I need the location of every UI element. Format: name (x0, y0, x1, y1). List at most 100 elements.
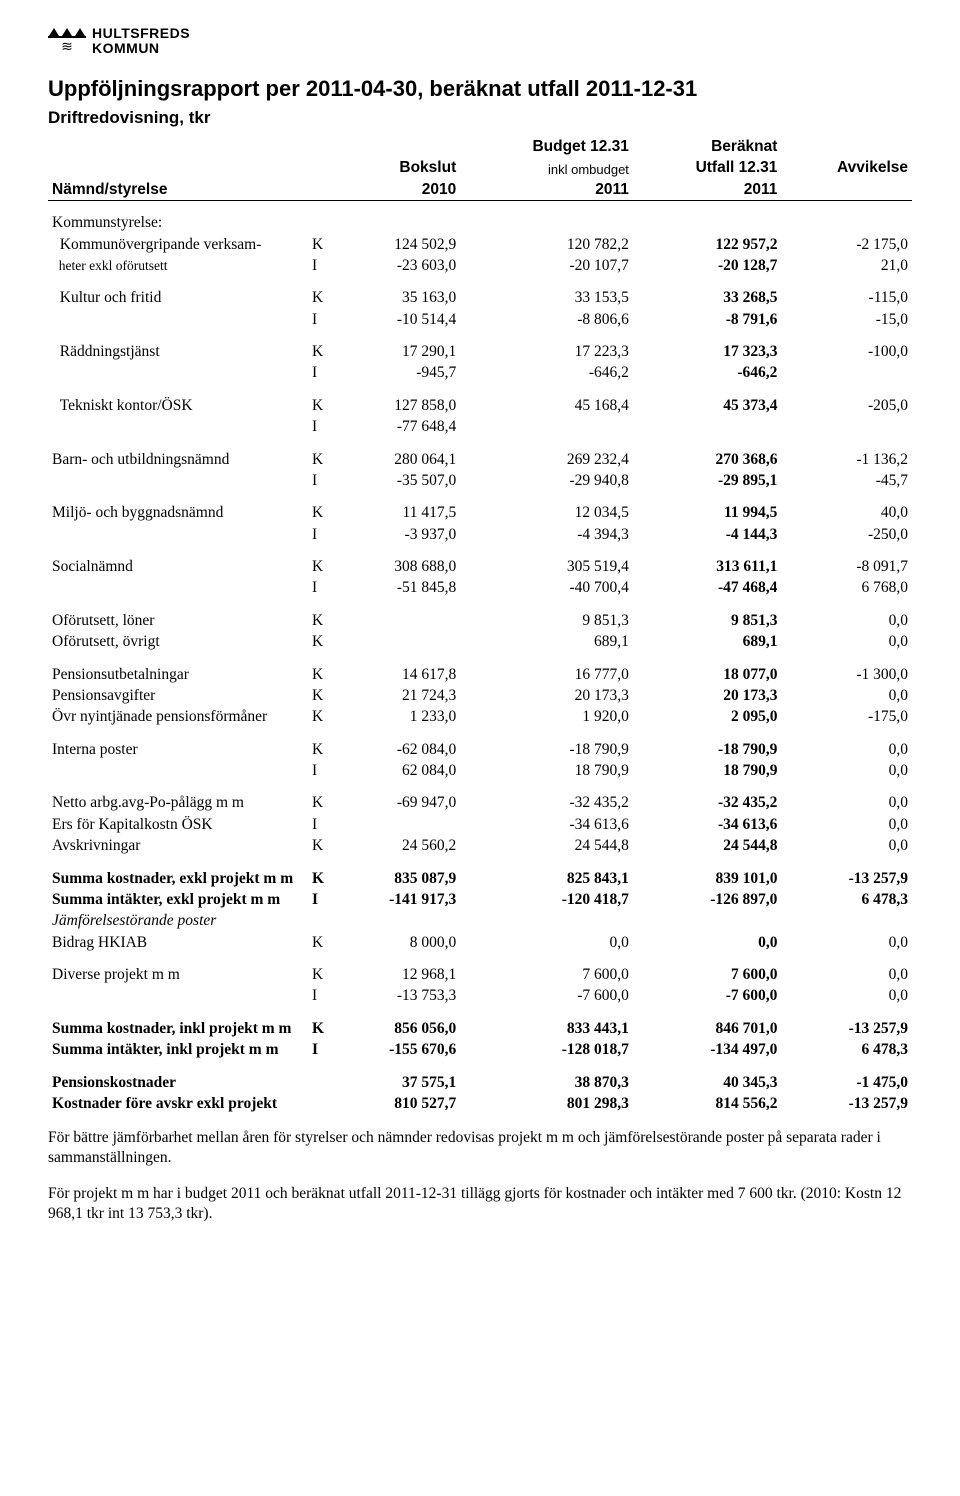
table-row: I-3 937,0-4 394,3-4 144,3-250,0 (48, 524, 912, 545)
row-label: Summa intäkter, exkl projekt m m (48, 889, 308, 910)
cell-c3: -34 613,6 (633, 814, 782, 835)
cell-c2: -34 613,6 (460, 814, 633, 835)
hdr-col3-top: Beräknat (633, 136, 782, 157)
row-label: Tekniskt kontor/ÖSK (48, 384, 308, 416)
row-ki: I (308, 309, 336, 330)
page-subtitle: Driftredovisning, tkr (48, 108, 912, 128)
cell-c4: -2 175,0 (781, 234, 912, 255)
cell-c4: 0,0 (781, 599, 912, 631)
cell-c3: 40 345,3 (633, 1061, 782, 1093)
row-label: Oförutsett, övrigt (48, 631, 308, 652)
row-label: Netto arbg.avg-Po-pålägg m m (48, 781, 308, 813)
cell-c4: -45,7 (781, 470, 912, 491)
cell-c3: -47 468,4 (633, 577, 782, 598)
cell-c1: 14 617,8 (336, 653, 460, 685)
table-row: Summa kostnader, exkl projekt m mK835 08… (48, 857, 912, 889)
cell-c4: -1 475,0 (781, 1061, 912, 1093)
page-title: Uppföljningsrapport per 2011-04-30, berä… (48, 76, 912, 102)
table-row: Summa intäkter, exkl projekt m mI-141 91… (48, 889, 912, 910)
row-ki: I (308, 889, 336, 910)
table-row: Ers för Kapitalkostn ÖSKI-34 613,6-34 61… (48, 814, 912, 835)
cell-c4: 0,0 (781, 781, 912, 813)
hdr-col2-mid: inkl ombudget (460, 157, 633, 178)
row-ki: I (308, 524, 336, 545)
table-row: Kostnader före avskr exkl projekt810 527… (48, 1093, 912, 1114)
hdr-col1-bot: 2010 (336, 179, 460, 201)
hdr-col4: Avvikelse (781, 157, 912, 178)
cell-c4: 6 768,0 (781, 577, 912, 598)
cell-c4 (781, 201, 912, 234)
cell-c1: 810 527,7 (336, 1093, 460, 1114)
cell-c2: -128 018,7 (460, 1039, 633, 1060)
cell-c1 (336, 910, 460, 931)
row-label: Kommunstyrelse: (48, 201, 308, 234)
row-ki: I (308, 985, 336, 1006)
table-row: I-35 507,0-29 940,8-29 895,1-45,7 (48, 470, 912, 491)
row-ki: K (308, 932, 336, 953)
cell-c4: 0,0 (781, 953, 912, 985)
row-ki: K (308, 491, 336, 523)
row-ki: K (308, 857, 336, 889)
cell-c1: -155 670,6 (336, 1039, 460, 1060)
cell-c3: -4 144,3 (633, 524, 782, 545)
row-label: Pensionskostnader (48, 1061, 308, 1093)
cell-c2: 9 851,3 (460, 599, 633, 631)
table-header: Budget 12.31 Beräknat Bokslut inkl ombud… (48, 136, 912, 201)
row-ki: K (308, 781, 336, 813)
cell-c2: -40 700,4 (460, 577, 633, 598)
cell-c1 (336, 599, 460, 631)
cell-c1 (336, 814, 460, 835)
cell-c2: 33 153,5 (460, 276, 633, 308)
table-row: Netto arbg.avg-Po-pålägg m mK-69 947,0-3… (48, 781, 912, 813)
row-label: Ers för Kapitalkostn ÖSK (48, 814, 308, 835)
cell-c3: -20 128,7 (633, 255, 782, 276)
cell-c3: 45 373,4 (633, 384, 782, 416)
cell-c2: 18 790,9 (460, 760, 633, 781)
table-row: Diverse projekt m mK12 968,17 600,07 600… (48, 953, 912, 985)
cell-c3 (633, 416, 782, 437)
table-row: I-10 514,4-8 806,6-8 791,6-15,0 (48, 309, 912, 330)
table-row: Summa kostnader, inkl projekt m mK856 05… (48, 1007, 912, 1039)
row-label (48, 577, 308, 598)
cell-c1: 62 084,0 (336, 760, 460, 781)
row-label: Interna poster (48, 728, 308, 760)
cell-c4 (781, 910, 912, 931)
row-label (48, 985, 308, 1006)
row-ki: K (308, 599, 336, 631)
footnote-1: För bättre jämförbarhet mellan åren för … (48, 1128, 912, 1168)
cell-c1: -69 947,0 (336, 781, 460, 813)
row-label: Bidrag HKIAB (48, 932, 308, 953)
cell-c2: 269 232,4 (460, 438, 633, 470)
cell-c3: 33 268,5 (633, 276, 782, 308)
table-row: I62 084,018 790,918 790,90,0 (48, 760, 912, 781)
hdr-rowlabel: Nämnd/styrelse (48, 179, 308, 201)
table-row: Oförutsett, lönerK9 851,39 851,30,0 (48, 599, 912, 631)
row-label (48, 362, 308, 383)
row-ki: I (308, 470, 336, 491)
cell-c4: -13 257,9 (781, 1093, 912, 1114)
row-ki: K (308, 953, 336, 985)
hdr-col2-top: Budget 12.31 (460, 136, 633, 157)
cell-c1: 11 417,5 (336, 491, 460, 523)
row-label: Summa kostnader, exkl projekt m m (48, 857, 308, 889)
row-ki: K (308, 545, 336, 577)
cell-c3: -18 790,9 (633, 728, 782, 760)
table-row: Kultur och fritidK35 163,033 153,533 268… (48, 276, 912, 308)
cell-c1: -62 084,0 (336, 728, 460, 760)
cell-c4: 0,0 (781, 814, 912, 835)
cell-c1: 124 502,9 (336, 234, 460, 255)
table-row: Oförutsett, övrigtK689,1689,10,0 (48, 631, 912, 652)
cell-c4: 40,0 (781, 491, 912, 523)
cell-c3: 11 994,5 (633, 491, 782, 523)
cell-c3: 313 611,1 (633, 545, 782, 577)
cell-c1: 1 233,0 (336, 706, 460, 727)
cell-c4: -8 091,7 (781, 545, 912, 577)
hdr-col3-bot: 2011 (633, 179, 782, 201)
cell-c4: -115,0 (781, 276, 912, 308)
table-row: Pensionskostnader37 575,138 870,340 345,… (48, 1061, 912, 1093)
row-label (48, 524, 308, 545)
row-ki: K (308, 384, 336, 416)
cell-c3: 2 095,0 (633, 706, 782, 727)
cell-c2: 20 173,3 (460, 685, 633, 706)
cell-c4: -13 257,9 (781, 857, 912, 889)
